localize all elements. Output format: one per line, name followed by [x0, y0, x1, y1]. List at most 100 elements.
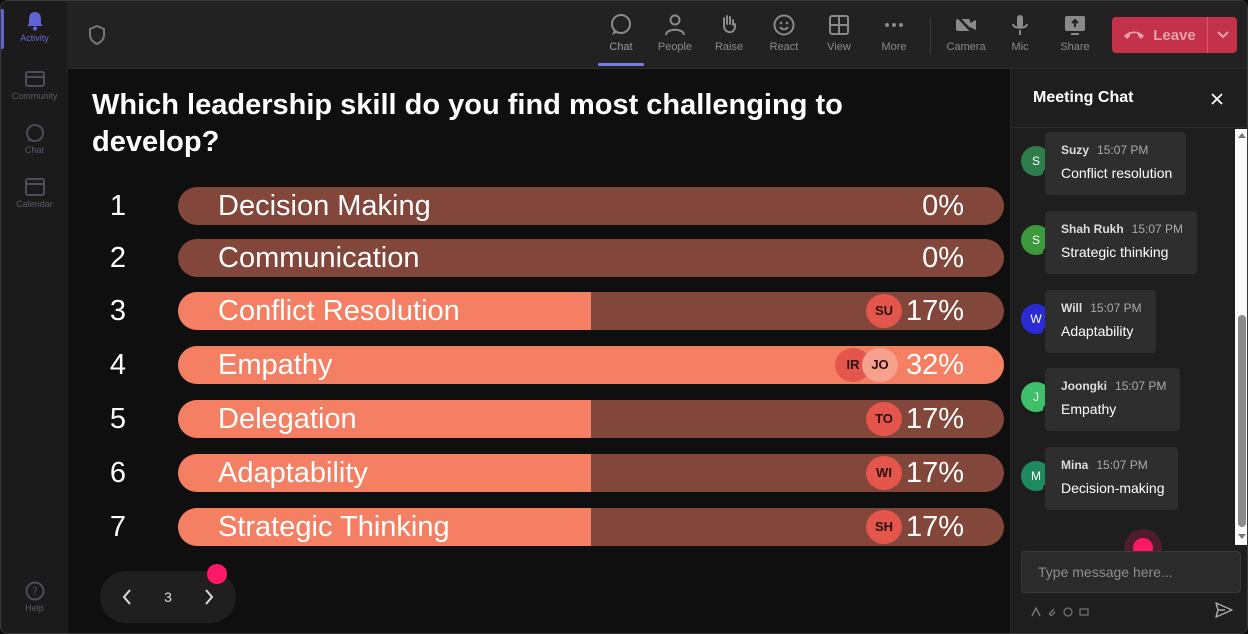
gif-icon[interactable]: [1079, 604, 1089, 616]
scroll-down-arrow[interactable]: [1238, 534, 1246, 539]
rail-item-label: Chat: [24, 145, 44, 155]
chat-scrollbar[interactable]: [1235, 129, 1247, 545]
close-icon: [1211, 93, 1223, 105]
toolbar-people-button[interactable]: People: [649, 11, 701, 61]
voter-avatar[interactable]: TO: [866, 402, 902, 436]
leave-button-group: Leave: [1112, 17, 1237, 53]
active-tab-indicator: [598, 63, 644, 66]
scroll-up-arrow[interactable]: [1238, 133, 1246, 138]
camera-off-icon: [956, 15, 976, 35]
message-text: Adaptability: [1061, 323, 1134, 339]
option-percentage: 17%: [905, 457, 964, 489]
attach-icon[interactable]: [1047, 604, 1057, 616]
option-bar-fill: [178, 508, 591, 546]
share-screen-icon: [1065, 16, 1085, 35]
option-bar-fill: [178, 292, 591, 330]
message-bubble[interactable]: Shah Rukh 15:07 PM Strategic thinking: [1045, 211, 1198, 274]
more-icon: [885, 23, 903, 27]
message-bubble[interactable]: Suzy 15:07 PM Conflict resolution: [1045, 132, 1187, 195]
chat-message: J Joongki 15:07 PM Empathy: [1021, 368, 1231, 432]
next-page-button[interactable]: [196, 584, 222, 610]
option-number: 5: [109, 403, 127, 435]
option-number: 4: [109, 349, 127, 381]
option-bar: Delegation TO 17%: [178, 400, 1004, 438]
option-number: 3: [109, 295, 127, 327]
smile-icon: [773, 14, 795, 36]
toolbar-share-button[interactable]: Share: [1049, 11, 1101, 61]
chevron-right-icon: [205, 589, 214, 605]
toolbar-react-label: React: [769, 41, 799, 53]
calendar-icon: [24, 178, 45, 196]
grid-view-icon: [829, 15, 849, 35]
format-icon[interactable]: [1031, 604, 1041, 617]
rail-item-activity[interactable]: Activity: [1, 1, 68, 53]
voter-avatar[interactable]: SU: [866, 294, 902, 328]
shield-icon[interactable]: [88, 25, 106, 45]
option-percentage: 0%: [922, 242, 964, 274]
voter-avatar[interactable]: SH: [866, 510, 902, 544]
poll-option-row: 3 Conflict Resolution SU 17%: [68, 292, 1010, 330]
voter-avatar[interactable]: JO: [862, 348, 898, 382]
option-bar: Strategic Thinking SH 17%: [178, 508, 1004, 546]
toolbar-divider: [930, 17, 931, 55]
option-bar: Communication 0%: [178, 239, 1004, 277]
rail-item-label: Calendar: [16, 199, 53, 209]
message-sender: Joongki: [1061, 379, 1108, 393]
message-bubble[interactable]: Mina 15:07 PM Decision-making: [1045, 447, 1179, 510]
leave-button[interactable]: Leave: [1112, 17, 1207, 53]
toolbar-react-button[interactable]: React: [758, 11, 810, 61]
option-bar-fill: [178, 400, 591, 438]
send-button[interactable]: [1213, 599, 1235, 621]
chat-message: S Suzy 15:07 PM Conflict resolution: [1021, 132, 1231, 196]
message-bubble[interactable]: Joongki 15:07 PM Empathy: [1045, 368, 1181, 431]
cursor-indicator: [207, 564, 227, 584]
chat-icon: [25, 124, 44, 142]
rail-item-calendar[interactable]: Calendar: [1, 167, 68, 219]
poll-question: Which leadership skill do you find most …: [92, 89, 843, 158]
emoji-icon[interactable]: [1063, 604, 1073, 617]
people-icon: [665, 14, 685, 36]
toolbar-raise-button[interactable]: Raise: [703, 11, 755, 61]
app-rail: Activity Community Chat Calendar: [1, 1, 68, 633]
previous-page-button[interactable]: [114, 584, 140, 610]
message-bubble[interactable]: Will 15:07 PM Adaptability: [1045, 290, 1156, 353]
meeting-toolbar: Chat People Raise React: [68, 1, 1247, 69]
voter-avatar[interactable]: WI: [866, 456, 902, 490]
mic-icon: [1012, 15, 1028, 35]
message-text: Conflict resolution: [1061, 165, 1173, 181]
message-time: 15:07 PM: [1131, 222, 1184, 236]
toolbar-chat-button[interactable]: Chat: [595, 11, 647, 61]
community-icon: [24, 71, 45, 87]
scrollbar-thumb[interactable]: [1238, 315, 1246, 527]
chevron-down-icon: [1216, 31, 1229, 39]
option-percentage: 17%: [905, 511, 964, 543]
toolbar-raise-label: Raise: [714, 41, 744, 53]
chat-message-input[interactable]: [1021, 551, 1241, 593]
rail-item-chat[interactable]: Chat: [1, 113, 68, 165]
option-percentage: 17%: [905, 403, 964, 435]
toolbar-more-button[interactable]: More: [868, 11, 920, 61]
rail-item-help[interactable]: ? Help: [1, 571, 68, 623]
chevron-left-icon: [122, 589, 131, 605]
option-percentage: 32%: [905, 349, 964, 381]
close-chat-button[interactable]: [1207, 89, 1227, 109]
hang-up-icon: [1124, 31, 1145, 39]
toolbar-camera-button[interactable]: Camera: [940, 11, 992, 61]
bell-icon: [26, 12, 43, 31]
option-label: Strategic Thinking: [218, 511, 450, 543]
leave-label: Leave: [1153, 26, 1196, 44]
option-bar: Decision Making 0%: [178, 187, 1004, 225]
chat-title: Meeting Chat: [1033, 89, 1134, 106]
leave-options-button[interactable]: [1207, 17, 1237, 53]
rail-active-indicator: [1, 9, 4, 49]
page-number: 3: [164, 589, 172, 605]
chat-message: S Shah Rukh 15:07 PM Strategic thinking: [1021, 211, 1231, 275]
toolbar-people-label: People: [657, 41, 693, 53]
rail-item-label: Help: [25, 603, 44, 613]
toolbar-mic-button[interactable]: Mic: [994, 11, 1046, 61]
message-sender: Shah Rukh: [1061, 222, 1124, 236]
toolbar-view-button[interactable]: View: [813, 11, 865, 61]
meeting-chat-panel: Meeting Chat S Suzy 15:07 PM Conflict res…: [1010, 69, 1247, 633]
rail-item-community[interactable]: Community: [1, 59, 68, 111]
